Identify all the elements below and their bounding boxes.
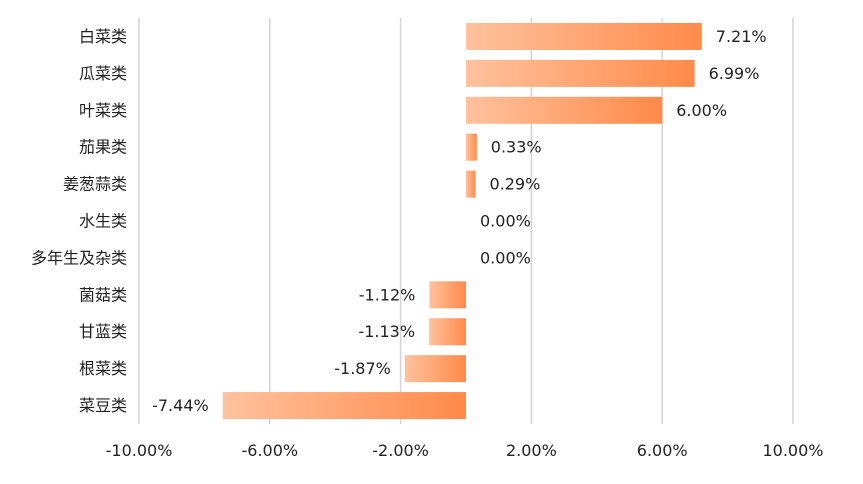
data-label: -1.13% <box>358 322 415 341</box>
category-label: 姜葱蒜类 <box>63 175 127 194</box>
category-label: 菌菇类 <box>79 285 127 304</box>
data-label: 0.00% <box>480 248 531 267</box>
x-tick-label: -10.00% <box>106 441 173 460</box>
data-label: -1.87% <box>334 359 391 378</box>
data-label: 0.00% <box>480 212 531 231</box>
bar <box>466 23 702 50</box>
data-label: 0.29% <box>489 175 540 194</box>
category-label: 叶菜类 <box>79 101 127 120</box>
bar <box>429 318 466 345</box>
data-label: 0.33% <box>491 138 542 157</box>
bar <box>223 392 466 419</box>
bar <box>429 281 466 308</box>
data-label: 7.21% <box>716 27 767 46</box>
category-label: 根菜类 <box>79 359 127 378</box>
bar <box>466 171 475 198</box>
category-label: 白菜类 <box>79 27 127 46</box>
data-label: -1.12% <box>359 285 416 304</box>
bars <box>223 23 702 419</box>
x-tick-label: 6.00% <box>637 441 688 460</box>
bar-chart: 白菜类瓜菜类叶菜类茄果类姜葱蒜类水生类多年生及杂类菌菇类甘蓝类根菜类菜豆类 7.… <box>0 0 863 484</box>
data-label: -7.44% <box>152 396 209 415</box>
category-label: 茄果类 <box>79 138 127 157</box>
data-label: 6.00% <box>676 101 727 120</box>
x-axis-tick-labels: -10.00% -6.00% -2.00% 2.00% 6.00% 10.00% <box>106 441 824 460</box>
data-label: 6.99% <box>709 64 760 83</box>
bar <box>466 134 477 161</box>
category-label: 多年生及杂类 <box>31 248 127 267</box>
category-label: 水生类 <box>79 212 127 231</box>
bar <box>405 355 466 382</box>
x-tick-label: 10.00% <box>762 441 823 460</box>
category-label: 瓜菜类 <box>79 64 127 83</box>
x-tick-label: 2.00% <box>506 441 557 460</box>
bar <box>466 97 662 124</box>
x-tick-label: -2.00% <box>372 441 429 460</box>
category-label: 甘蓝类 <box>79 322 127 341</box>
category-label: 菜豆类 <box>79 396 127 415</box>
x-tick-label: -6.00% <box>241 441 298 460</box>
bar <box>466 60 695 87</box>
